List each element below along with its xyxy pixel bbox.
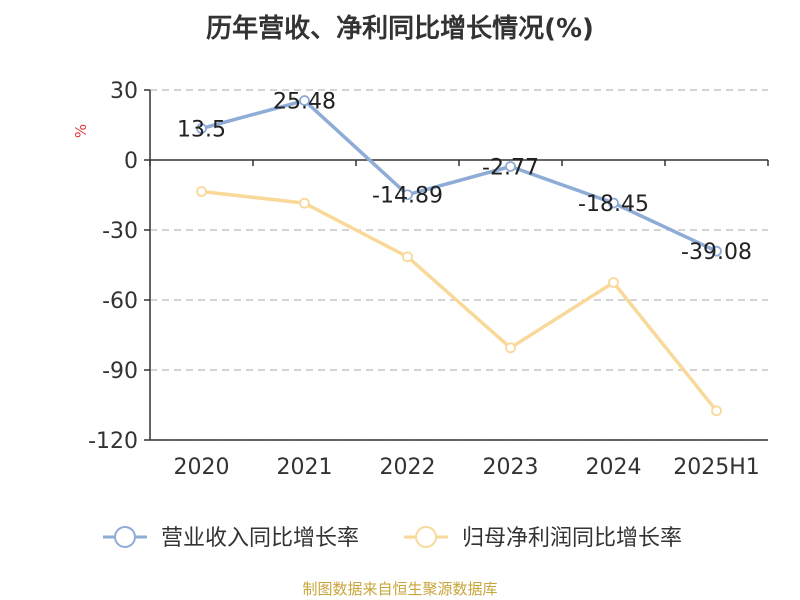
data-label: -39.08 xyxy=(681,240,752,265)
x-tick-label: 2024 xyxy=(586,455,642,480)
series-line-1 xyxy=(201,98,718,253)
data-point xyxy=(196,186,207,197)
x-tick-label: 2022 xyxy=(380,455,436,480)
y-tick-label: 30 xyxy=(110,79,138,104)
series-line-2 xyxy=(201,189,718,412)
data-label: -14.89 xyxy=(372,184,443,209)
legend-label: 归母净利润同比增长率 xyxy=(462,526,682,551)
legend-swatch-marker xyxy=(415,526,437,548)
chart-title: 历年营收、净利同比增长情况(%) xyxy=(206,14,594,44)
data-point xyxy=(402,251,413,263)
x-tick-label: 2025H1 xyxy=(673,455,760,480)
data-point xyxy=(505,161,516,172)
legend-label: 营业收入同比增长率 xyxy=(161,526,359,551)
data-point xyxy=(711,245,722,257)
data-label: -18.45 xyxy=(578,192,649,217)
data-point xyxy=(608,277,619,288)
data-point xyxy=(608,197,619,209)
data-point xyxy=(196,123,207,134)
legend-swatch-marker xyxy=(114,526,136,548)
y-tick-label: 0 xyxy=(124,149,138,174)
source-note: 制图数据来自恒生聚源数据库 xyxy=(302,580,498,598)
y-tick-label: -120 xyxy=(88,429,138,454)
data-point xyxy=(299,197,310,209)
x-tick-label: 2020 xyxy=(174,455,230,480)
y-tick-label: -30 xyxy=(102,219,138,244)
data-label: 13.5 xyxy=(177,118,226,143)
x-tick-label: 2021 xyxy=(277,455,333,480)
data-point xyxy=(299,95,310,106)
data-label: 25.48 xyxy=(273,90,336,115)
data-point xyxy=(711,405,722,417)
y-tick-label: -90 xyxy=(102,359,138,384)
data-point xyxy=(505,342,516,354)
x-tick-label: 2023 xyxy=(483,455,539,480)
y-tick-label: -60 xyxy=(102,289,138,314)
data-point xyxy=(402,189,413,201)
data-label: -2.77 xyxy=(482,155,539,180)
y-axis-label: % xyxy=(72,124,90,138)
